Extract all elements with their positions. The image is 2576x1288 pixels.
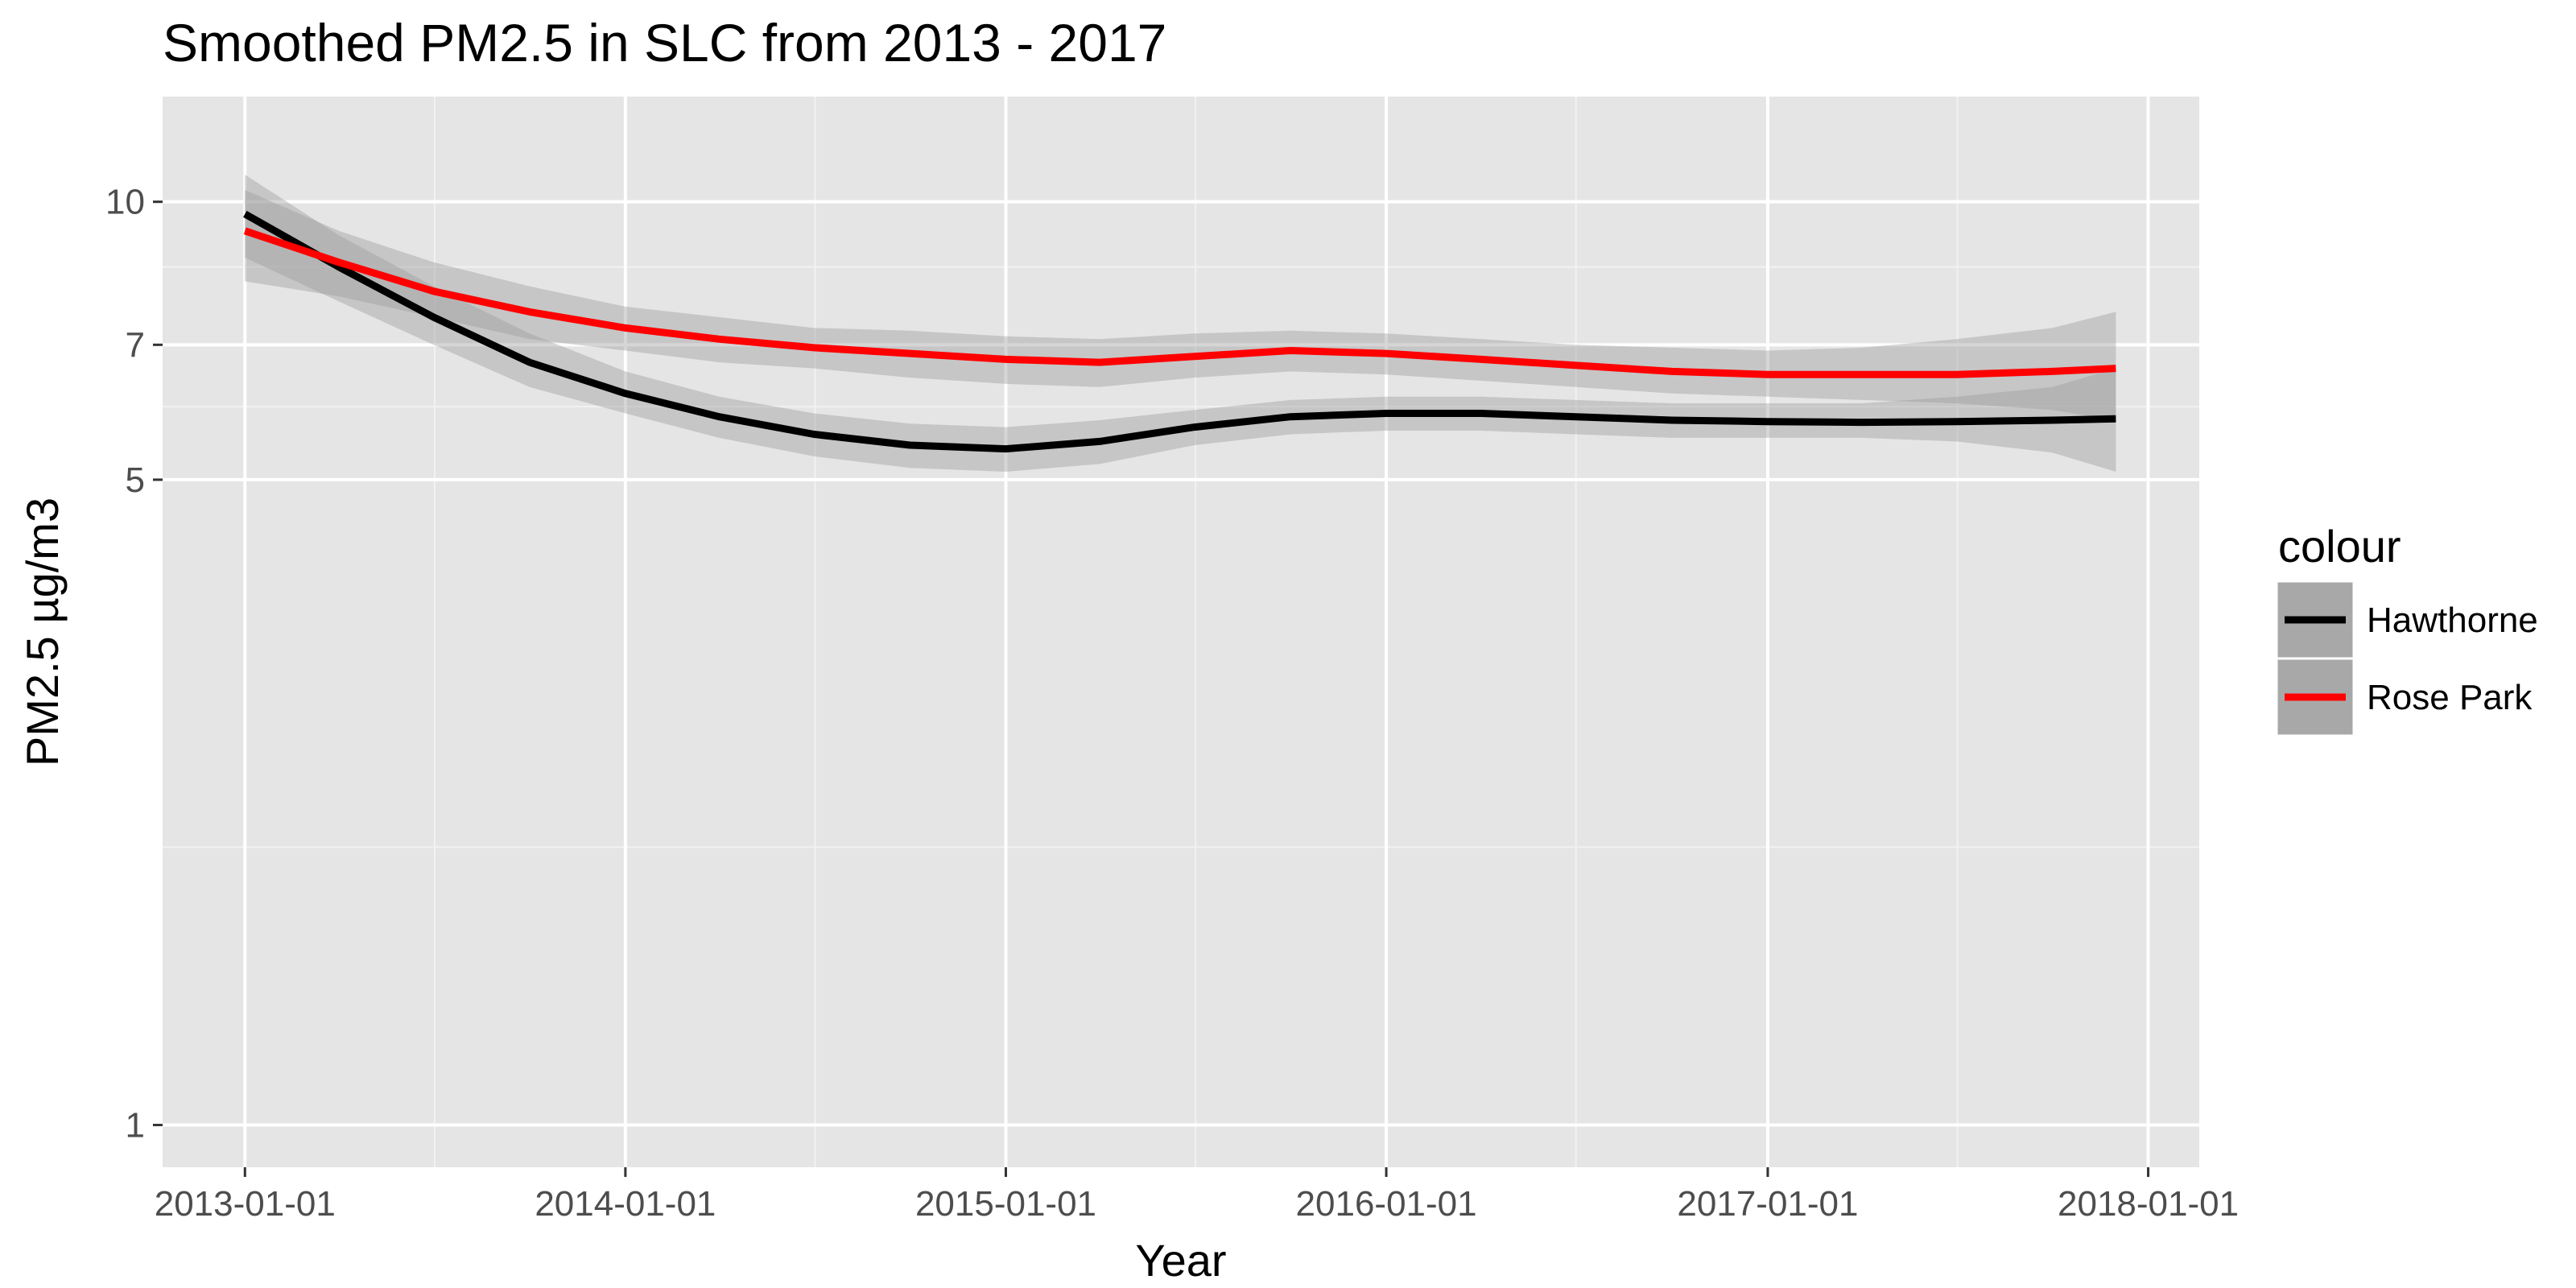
plot-panel [163, 97, 2199, 1167]
x-tick-label: 2016-01-01 [1296, 1184, 1477, 1224]
x-axis-title: Year [1135, 1235, 1226, 1286]
confidence-ribbons [245, 175, 2116, 472]
ribbon-rose-park [245, 190, 2116, 420]
y-tick-label: 5 [126, 460, 145, 500]
legend-title: colour [2278, 521, 2401, 572]
y-axis: 1 5 7 10 [105, 183, 163, 1146]
x-tick-label: 2018-01-01 [2058, 1184, 2239, 1224]
minor-gridlines [163, 97, 2199, 1167]
chart-title: Smoothed PM2.5 in SLC from 2013 - 2017 [163, 13, 1166, 72]
line-rose-park [243, 227, 2116, 378]
series-lines [243, 210, 2116, 453]
x-axis: 2013-01-01 2014-01-01 2015-01-01 2016-01-01… [155, 1167, 2239, 1224]
y-tick-label: 1 [126, 1106, 145, 1146]
x-tick-label: 2015-01-01 [915, 1184, 1096, 1224]
legend: colour Hawthorne Rose Park [2275, 521, 2538, 737]
ribbon-hawthorne [245, 175, 2116, 472]
legend-items: Hawthorne Rose Park [2275, 580, 2538, 737]
line-hawthorne [243, 210, 2116, 453]
x-tick-label: 2013-01-01 [155, 1184, 336, 1224]
y-tick-label: 10 [105, 183, 145, 222]
y-tick-label: 7 [126, 325, 145, 365]
major-gridlines [163, 97, 2199, 1167]
x-tick-label: 2017-01-01 [1677, 1184, 1858, 1224]
legend-label-hawthorne: Hawthorne [2367, 601, 2538, 640]
x-tick-label: 2014-01-01 [535, 1184, 716, 1224]
legend-label-rose-park: Rose Park [2367, 678, 2533, 717]
y-axis-title: PM2.5 µg/m3 [17, 497, 68, 766]
